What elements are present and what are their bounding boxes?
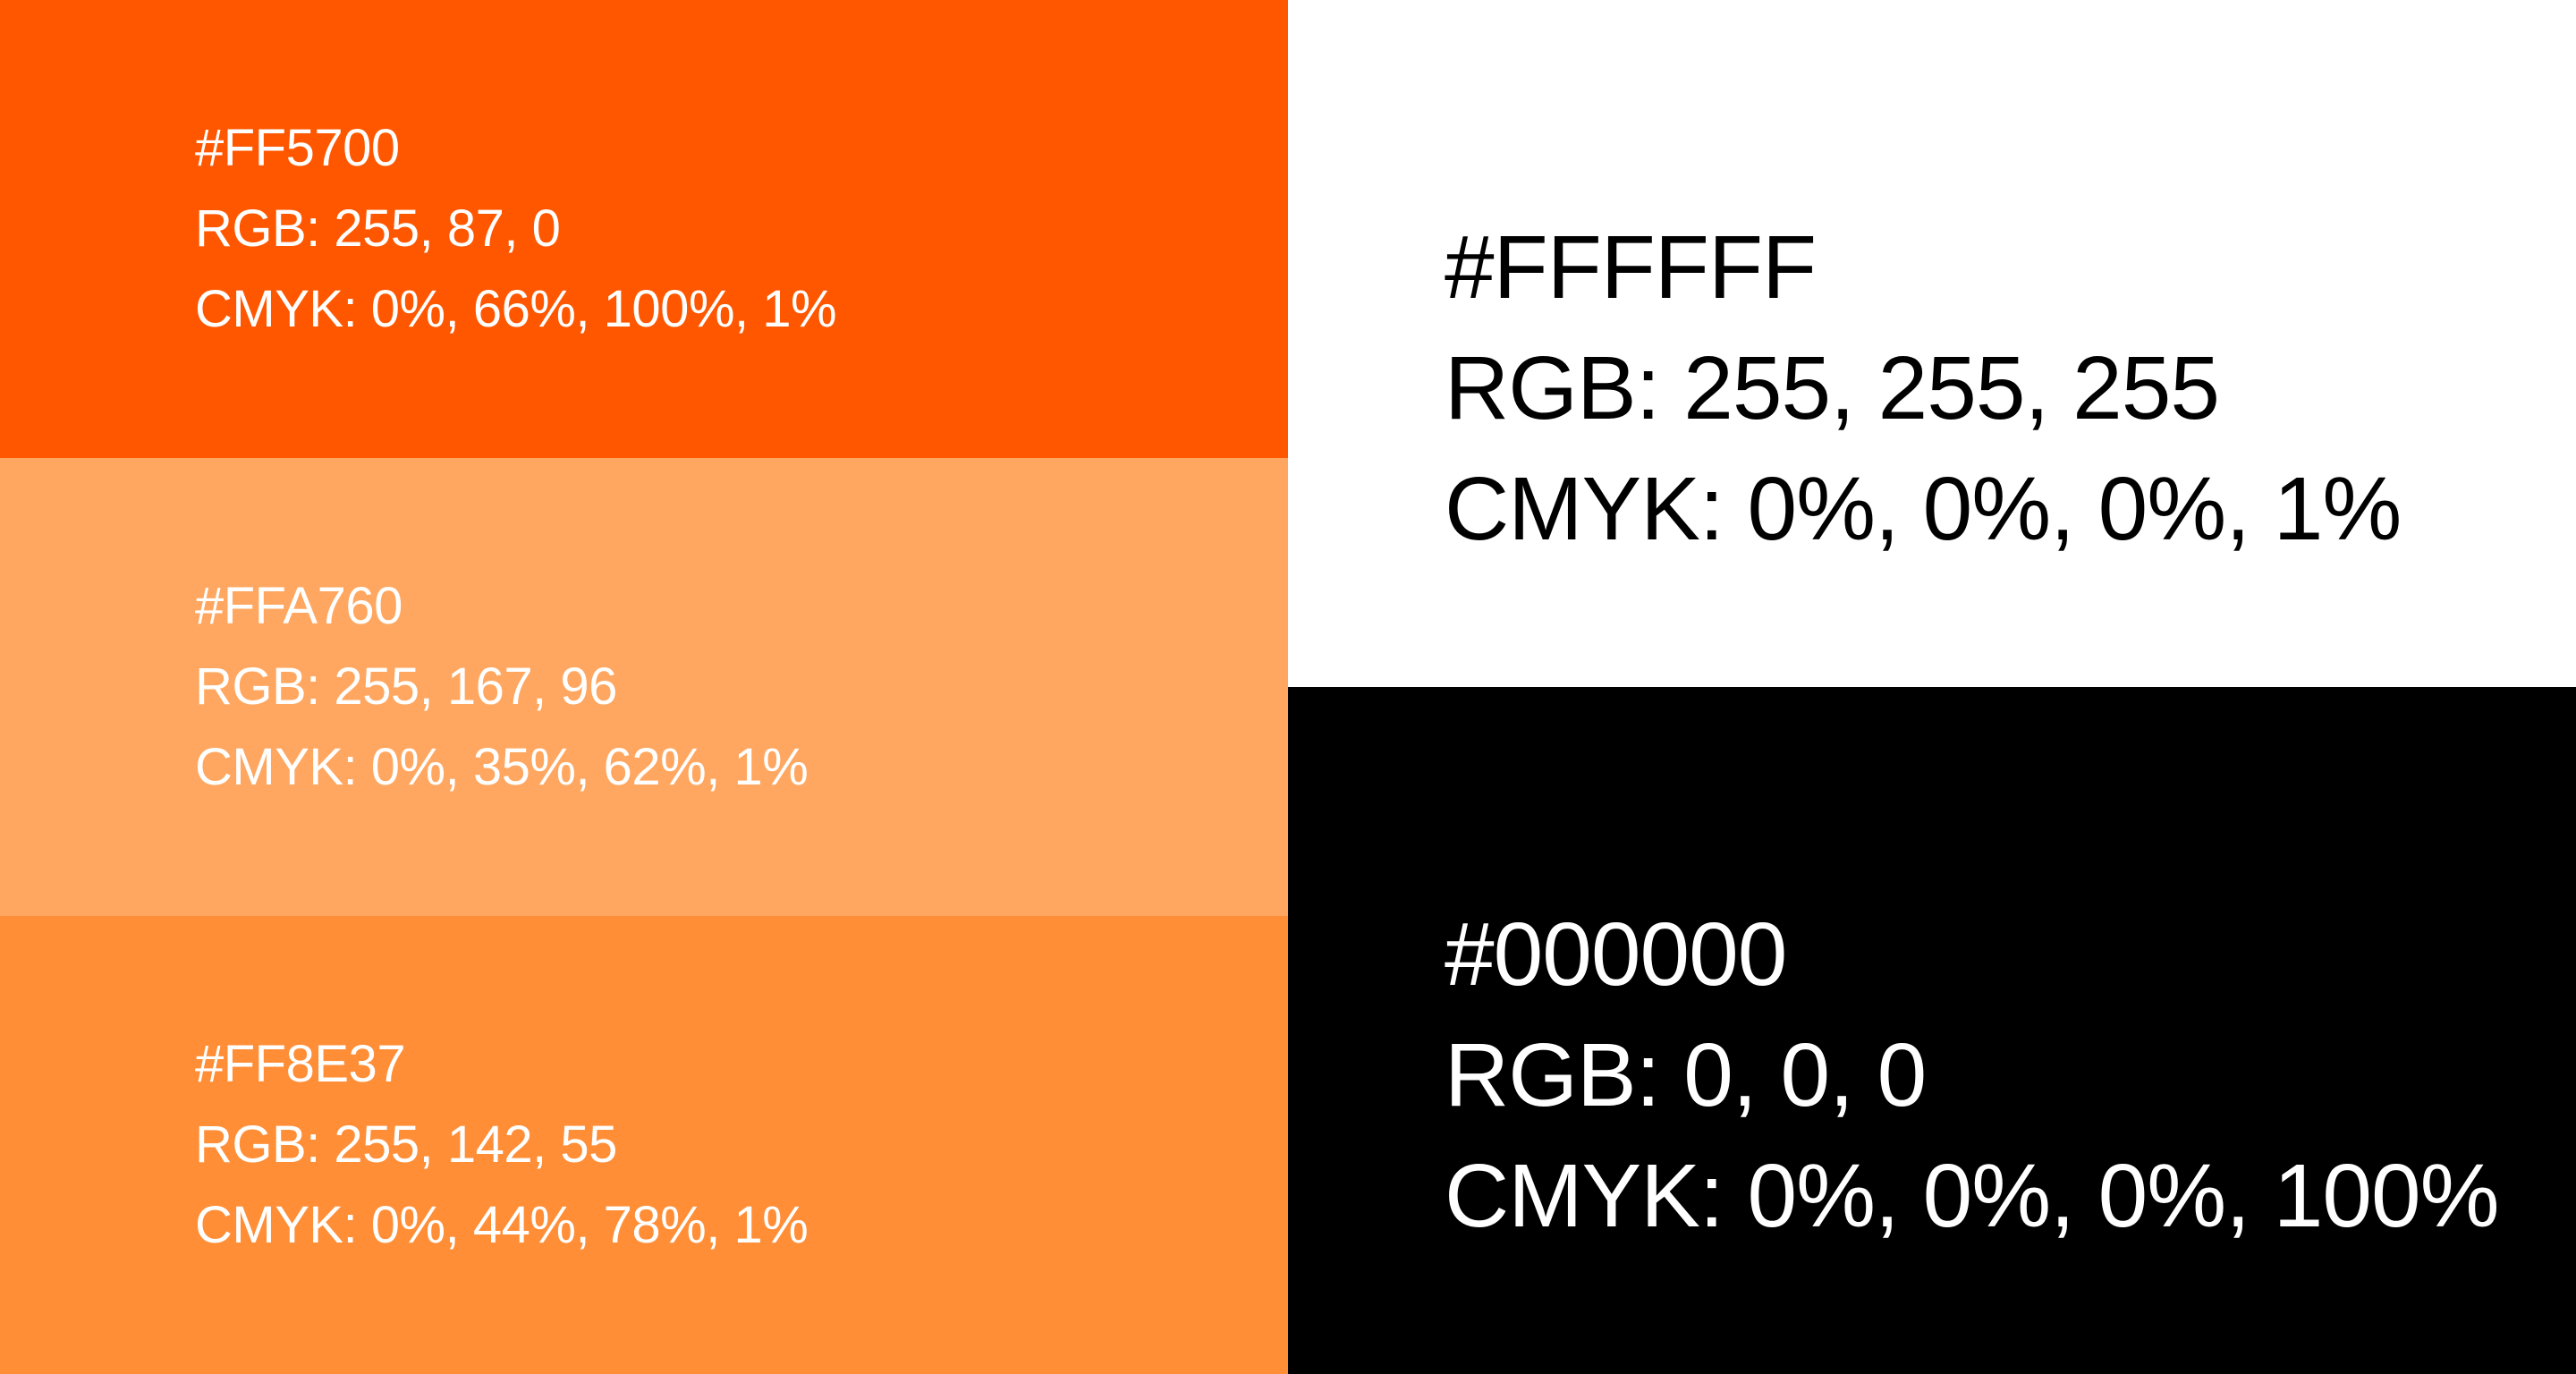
swatch-hex-label: #FF8E37: [195, 1035, 406, 1093]
palette-right-column: #FFFFFF RGB: 255, 255, 255 CMYK: 0%, 0%,…: [1288, 0, 2576, 1374]
swatch-orange-light: #FFA760 RGB: 255, 167, 96 CMYK: 0%, 35%,…: [0, 458, 1288, 916]
swatch-rgb-label: RGB: 255, 167, 96: [195, 657, 617, 716]
palette-left-column: #FF5700 RGB: 255, 87, 0 CMYK: 0%, 66%, 1…: [0, 0, 1288, 1374]
swatch-white: #FFFFFF RGB: 255, 255, 255 CMYK: 0%, 0%,…: [1288, 0, 2576, 687]
swatch-rgb-label: RGB: 255, 255, 255: [1445, 338, 2220, 438]
swatch-hex-label: #000000: [1445, 904, 1787, 1005]
swatch-cmyk-label: CMYK: 0%, 44%, 78%, 1%: [195, 1196, 809, 1254]
swatch-cmyk-label: CMYK: 0%, 66%, 100%, 1%: [195, 280, 837, 338]
swatch-cmyk-label: CMYK: 0%, 0%, 0%, 100%: [1445, 1146, 2500, 1246]
swatch-rgb-label: RGB: 255, 87, 0: [195, 199, 561, 258]
swatch-cmyk-label: CMYK: 0%, 35%, 62%, 1%: [195, 738, 809, 796]
swatch-rgb-label: RGB: 255, 142, 55: [195, 1115, 617, 1174]
swatch-orange-medium: #FF8E37 RGB: 255, 142, 55 CMYK: 0%, 44%,…: [0, 916, 1288, 1374]
swatch-black: #000000 RGB: 0, 0, 0 CMYK: 0%, 0%, 0%, 1…: [1288, 687, 2576, 1374]
swatch-hex-label: #FFFFFF: [1445, 217, 1817, 318]
swatch-hex-label: #FFA760: [195, 577, 402, 635]
swatch-hex-label: #FF5700: [195, 119, 400, 177]
swatch-rgb-label: RGB: 0, 0, 0: [1445, 1025, 1927, 1125]
swatch-orange-primary: #FF5700 RGB: 255, 87, 0 CMYK: 0%, 66%, 1…: [0, 0, 1288, 458]
swatch-cmyk-label: CMYK: 0%, 0%, 0%, 1%: [1445, 459, 2402, 559]
